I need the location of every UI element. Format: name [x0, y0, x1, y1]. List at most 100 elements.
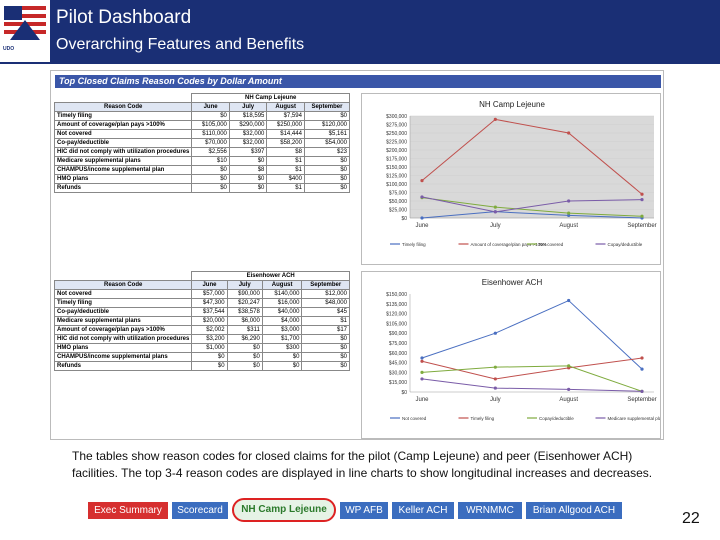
tab-keller-ach[interactable]: Keller ACH	[392, 502, 454, 519]
y-tick-label: $300,000	[386, 114, 407, 120]
row-label: Co-pay/deductible	[53, 307, 193, 317]
table-cell: $54,000	[303, 138, 351, 148]
table-cell: $0	[301, 334, 350, 344]
row-label: Amount of coverage/plan pays >100%	[53, 325, 193, 335]
row-label: Timely filing	[53, 111, 193, 121]
table-cell: $18,595	[228, 111, 268, 121]
tab-wrnmmc[interactable]: WRNMMC	[458, 502, 522, 519]
tab-wp-afb[interactable]: WP AFB	[340, 502, 388, 519]
data-point	[493, 205, 497, 209]
table-cell: $105,000	[191, 120, 230, 130]
data-point	[493, 377, 497, 381]
data-point	[640, 192, 644, 196]
table-cell: $0	[226, 361, 263, 371]
row-label: Amount of coverage/plan pays >100%	[53, 120, 193, 130]
legend-entry: Timely filing	[402, 242, 426, 247]
y-tick-label: $275,000	[386, 123, 407, 129]
table-cell: $1	[266, 165, 305, 175]
header-bar: UDO Pilot Dashboard Overarching Features…	[0, 0, 720, 64]
table-cell: $3,000	[261, 325, 303, 335]
legend-entry: Timely filing	[471, 416, 495, 421]
table-row: HMO plans $0 $0 $400 $0	[53, 174, 351, 184]
table-cell: $0	[303, 156, 351, 166]
series-line	[421, 197, 643, 217]
chart-title: Eisenhower ACH	[482, 278, 543, 287]
table-cell: $37,544	[191, 307, 228, 317]
data-point	[567, 131, 571, 135]
data-point	[640, 389, 644, 393]
y-tick-label: $75,000	[389, 341, 407, 347]
table-cell: $0	[303, 111, 351, 121]
slide-caption: The tables show reason codes for closed …	[72, 449, 653, 480]
column-header: July	[226, 280, 263, 290]
row-label: HMO plans	[53, 343, 193, 353]
table-cell: $47,300	[191, 298, 228, 308]
table-cell: $4,000	[261, 316, 303, 326]
tab-exec-summary[interactable]: Exec Summary	[88, 502, 168, 519]
table-cell: $290,000	[228, 120, 268, 130]
table-cell: $0	[191, 111, 230, 121]
flag-eagle-icon	[4, 6, 46, 40]
tab-nh-camp-lejeune[interactable]: NH Camp Lejeune	[232, 498, 336, 522]
column-header: September	[301, 280, 350, 290]
tab-scorecard[interactable]: Scorecard	[172, 502, 228, 519]
table-cell: $0	[191, 174, 230, 184]
column-header: September	[303, 102, 351, 112]
legend-entry: Copay/deductible	[539, 416, 574, 421]
column-header: June	[191, 280, 228, 290]
table-row: CHAMPUS/income supplemental plans $0 $0 $0 $…	[53, 352, 350, 362]
y-tick-label: $150,000	[386, 165, 407, 171]
x-tick-label: August	[559, 223, 578, 229]
y-tick-label: $125,000	[386, 174, 407, 180]
table-cell: $0	[191, 183, 230, 193]
table-row: Amount of coverage/plan pays >100% $2,002…	[53, 325, 350, 335]
page-title: Pilot Dashboard	[56, 7, 192, 28]
data-point	[567, 364, 571, 368]
table-cell: $8	[228, 165, 268, 175]
data-point	[640, 198, 644, 202]
table-cell: $0	[191, 165, 230, 175]
data-point	[567, 387, 571, 391]
tab-brian-allgood-ach[interactable]: Brian Allgood ACH	[526, 502, 622, 519]
data-point	[640, 214, 644, 218]
table-cell: $0	[301, 361, 350, 371]
table-cell: $23	[303, 147, 351, 157]
table-row: Medicare supplemental plans $20,000 $6,000…	[53, 316, 350, 326]
legend-entry: Medicare supplemental plans	[608, 416, 662, 421]
row-label: Medicare supplemental plans	[53, 156, 193, 166]
data-point	[493, 386, 497, 390]
table-cell: $20,000	[191, 316, 228, 326]
table-cell: $38,578	[226, 307, 263, 317]
table-row: Amount of coverage/plan pays >100% $105,0…	[53, 120, 351, 130]
y-tick-label: $45,000	[389, 361, 407, 367]
table-cell: $0	[191, 352, 228, 362]
table-cell: $1	[266, 183, 305, 193]
x-tick-label: August	[559, 397, 578, 403]
row-label: Not covered	[53, 289, 193, 299]
page-subtitle: Overarching Features and Benefits	[56, 36, 305, 53]
series-line	[421, 196, 643, 213]
data-point	[420, 179, 424, 183]
table-cell: $0	[303, 183, 351, 193]
y-tick-label: $250,000	[386, 131, 407, 137]
data-point	[420, 195, 424, 199]
table-row: HMO plans $1,000 $0 $300 $0	[53, 343, 350, 353]
y-tick-label: $105,000	[386, 321, 407, 327]
table-cell: $90,000	[226, 289, 263, 299]
y-tick-label: $100,000	[386, 182, 407, 188]
data-point	[567, 213, 571, 218]
y-tick-label: $50,000	[389, 199, 407, 205]
table-cell: $1,700	[261, 334, 303, 344]
series-line	[421, 378, 643, 392]
x-tick-label: September	[627, 223, 656, 229]
plot-area	[410, 294, 654, 392]
table-cell: $32,000	[228, 129, 268, 139]
series-line	[421, 365, 643, 392]
table-row: Refunds $0 $0 $1 $0	[53, 183, 351, 193]
table-row: Co-pay/deductible $70,000 $32,000 $58,200 $5…	[53, 138, 351, 148]
row-label: HIC did not comply with utilization proc…	[53, 334, 193, 344]
table-cell: $40,000	[261, 307, 303, 317]
column-header: Reason Code	[53, 280, 193, 290]
table-cell: $12,000	[301, 289, 350, 299]
table-cell: $0	[228, 156, 268, 166]
